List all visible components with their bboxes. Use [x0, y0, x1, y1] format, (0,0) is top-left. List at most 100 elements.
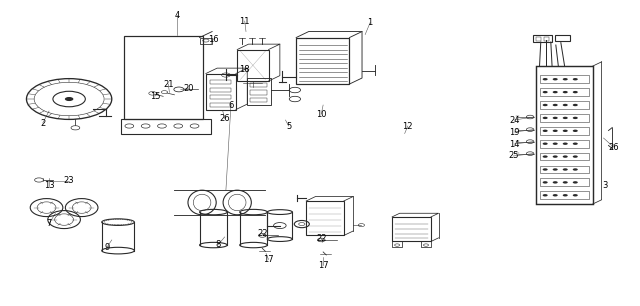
Text: 13: 13: [44, 181, 54, 191]
Bar: [540, 101, 589, 109]
Circle shape: [563, 143, 568, 145]
Text: 3: 3: [603, 181, 608, 191]
Circle shape: [553, 91, 557, 93]
Circle shape: [543, 155, 548, 158]
Text: 4: 4: [174, 10, 180, 20]
Text: 22: 22: [257, 230, 268, 238]
Circle shape: [573, 130, 578, 132]
Circle shape: [563, 168, 568, 171]
Circle shape: [563, 155, 568, 158]
Circle shape: [543, 104, 548, 106]
Bar: [540, 75, 589, 83]
Circle shape: [543, 117, 548, 119]
Bar: [210, 88, 231, 91]
Bar: [250, 83, 268, 87]
Text: 26: 26: [220, 114, 230, 123]
Bar: [124, 36, 203, 118]
Bar: [200, 38, 212, 43]
Circle shape: [553, 78, 557, 80]
Circle shape: [553, 168, 557, 171]
Circle shape: [573, 143, 578, 145]
Circle shape: [543, 78, 548, 80]
Text: 25: 25: [508, 151, 518, 161]
Text: 10: 10: [316, 110, 326, 118]
Circle shape: [563, 117, 568, 119]
Circle shape: [573, 78, 578, 80]
Bar: [540, 140, 589, 147]
Circle shape: [543, 181, 548, 184]
Text: 24: 24: [509, 115, 520, 125]
Text: 12: 12: [403, 121, 413, 131]
Text: 5: 5: [286, 121, 291, 131]
Circle shape: [563, 78, 568, 80]
Circle shape: [543, 130, 548, 132]
Text: 22: 22: [316, 234, 326, 243]
Bar: [120, 118, 211, 133]
Text: 15: 15: [150, 91, 160, 101]
Circle shape: [563, 130, 568, 132]
Text: 6: 6: [228, 100, 234, 110]
Bar: [540, 127, 589, 135]
Bar: [533, 35, 552, 42]
Bar: [544, 37, 549, 41]
Bar: [540, 191, 589, 199]
Bar: [250, 98, 268, 102]
Bar: [210, 103, 231, 106]
Circle shape: [573, 91, 578, 93]
Bar: [536, 37, 541, 41]
Circle shape: [563, 104, 568, 106]
Circle shape: [563, 181, 568, 184]
Circle shape: [573, 155, 578, 158]
Bar: [210, 95, 231, 99]
Bar: [250, 90, 268, 95]
Text: 23: 23: [64, 176, 74, 185]
Text: 16: 16: [208, 35, 219, 43]
Text: 2: 2: [40, 118, 45, 128]
Text: 7: 7: [46, 219, 52, 228]
Bar: [540, 166, 589, 174]
Bar: [237, 50, 269, 81]
Circle shape: [553, 181, 557, 184]
Circle shape: [553, 117, 557, 119]
Text: 1: 1: [367, 18, 373, 27]
Text: 19: 19: [509, 128, 520, 136]
Circle shape: [65, 97, 74, 101]
Bar: [540, 88, 589, 96]
Circle shape: [553, 143, 557, 145]
Bar: [296, 38, 349, 84]
Text: 20: 20: [183, 84, 193, 93]
Bar: [536, 66, 593, 204]
Text: 14: 14: [509, 140, 520, 148]
Circle shape: [543, 168, 548, 171]
Circle shape: [543, 91, 548, 93]
Circle shape: [573, 104, 578, 106]
Circle shape: [553, 194, 557, 196]
Text: 9: 9: [104, 243, 109, 252]
Bar: [306, 201, 344, 236]
Bar: [210, 80, 231, 84]
Circle shape: [573, 181, 578, 184]
Bar: [206, 73, 236, 110]
Circle shape: [563, 194, 568, 196]
Bar: [540, 178, 589, 186]
Text: 21: 21: [163, 80, 173, 88]
Bar: [555, 35, 570, 41]
Bar: [540, 153, 589, 160]
Text: 18: 18: [239, 65, 250, 73]
Bar: [540, 114, 589, 122]
Circle shape: [543, 143, 548, 145]
Bar: [392, 217, 431, 241]
Text: 11: 11: [239, 17, 250, 26]
Circle shape: [553, 104, 557, 106]
Circle shape: [573, 168, 578, 171]
Circle shape: [573, 194, 578, 196]
Text: 26: 26: [608, 143, 619, 151]
Circle shape: [553, 130, 557, 132]
Text: 8: 8: [216, 240, 221, 249]
Circle shape: [543, 194, 548, 196]
Circle shape: [553, 155, 557, 158]
Text: 17: 17: [318, 261, 328, 270]
Bar: [247, 78, 271, 105]
Circle shape: [573, 117, 578, 119]
Circle shape: [563, 91, 568, 93]
